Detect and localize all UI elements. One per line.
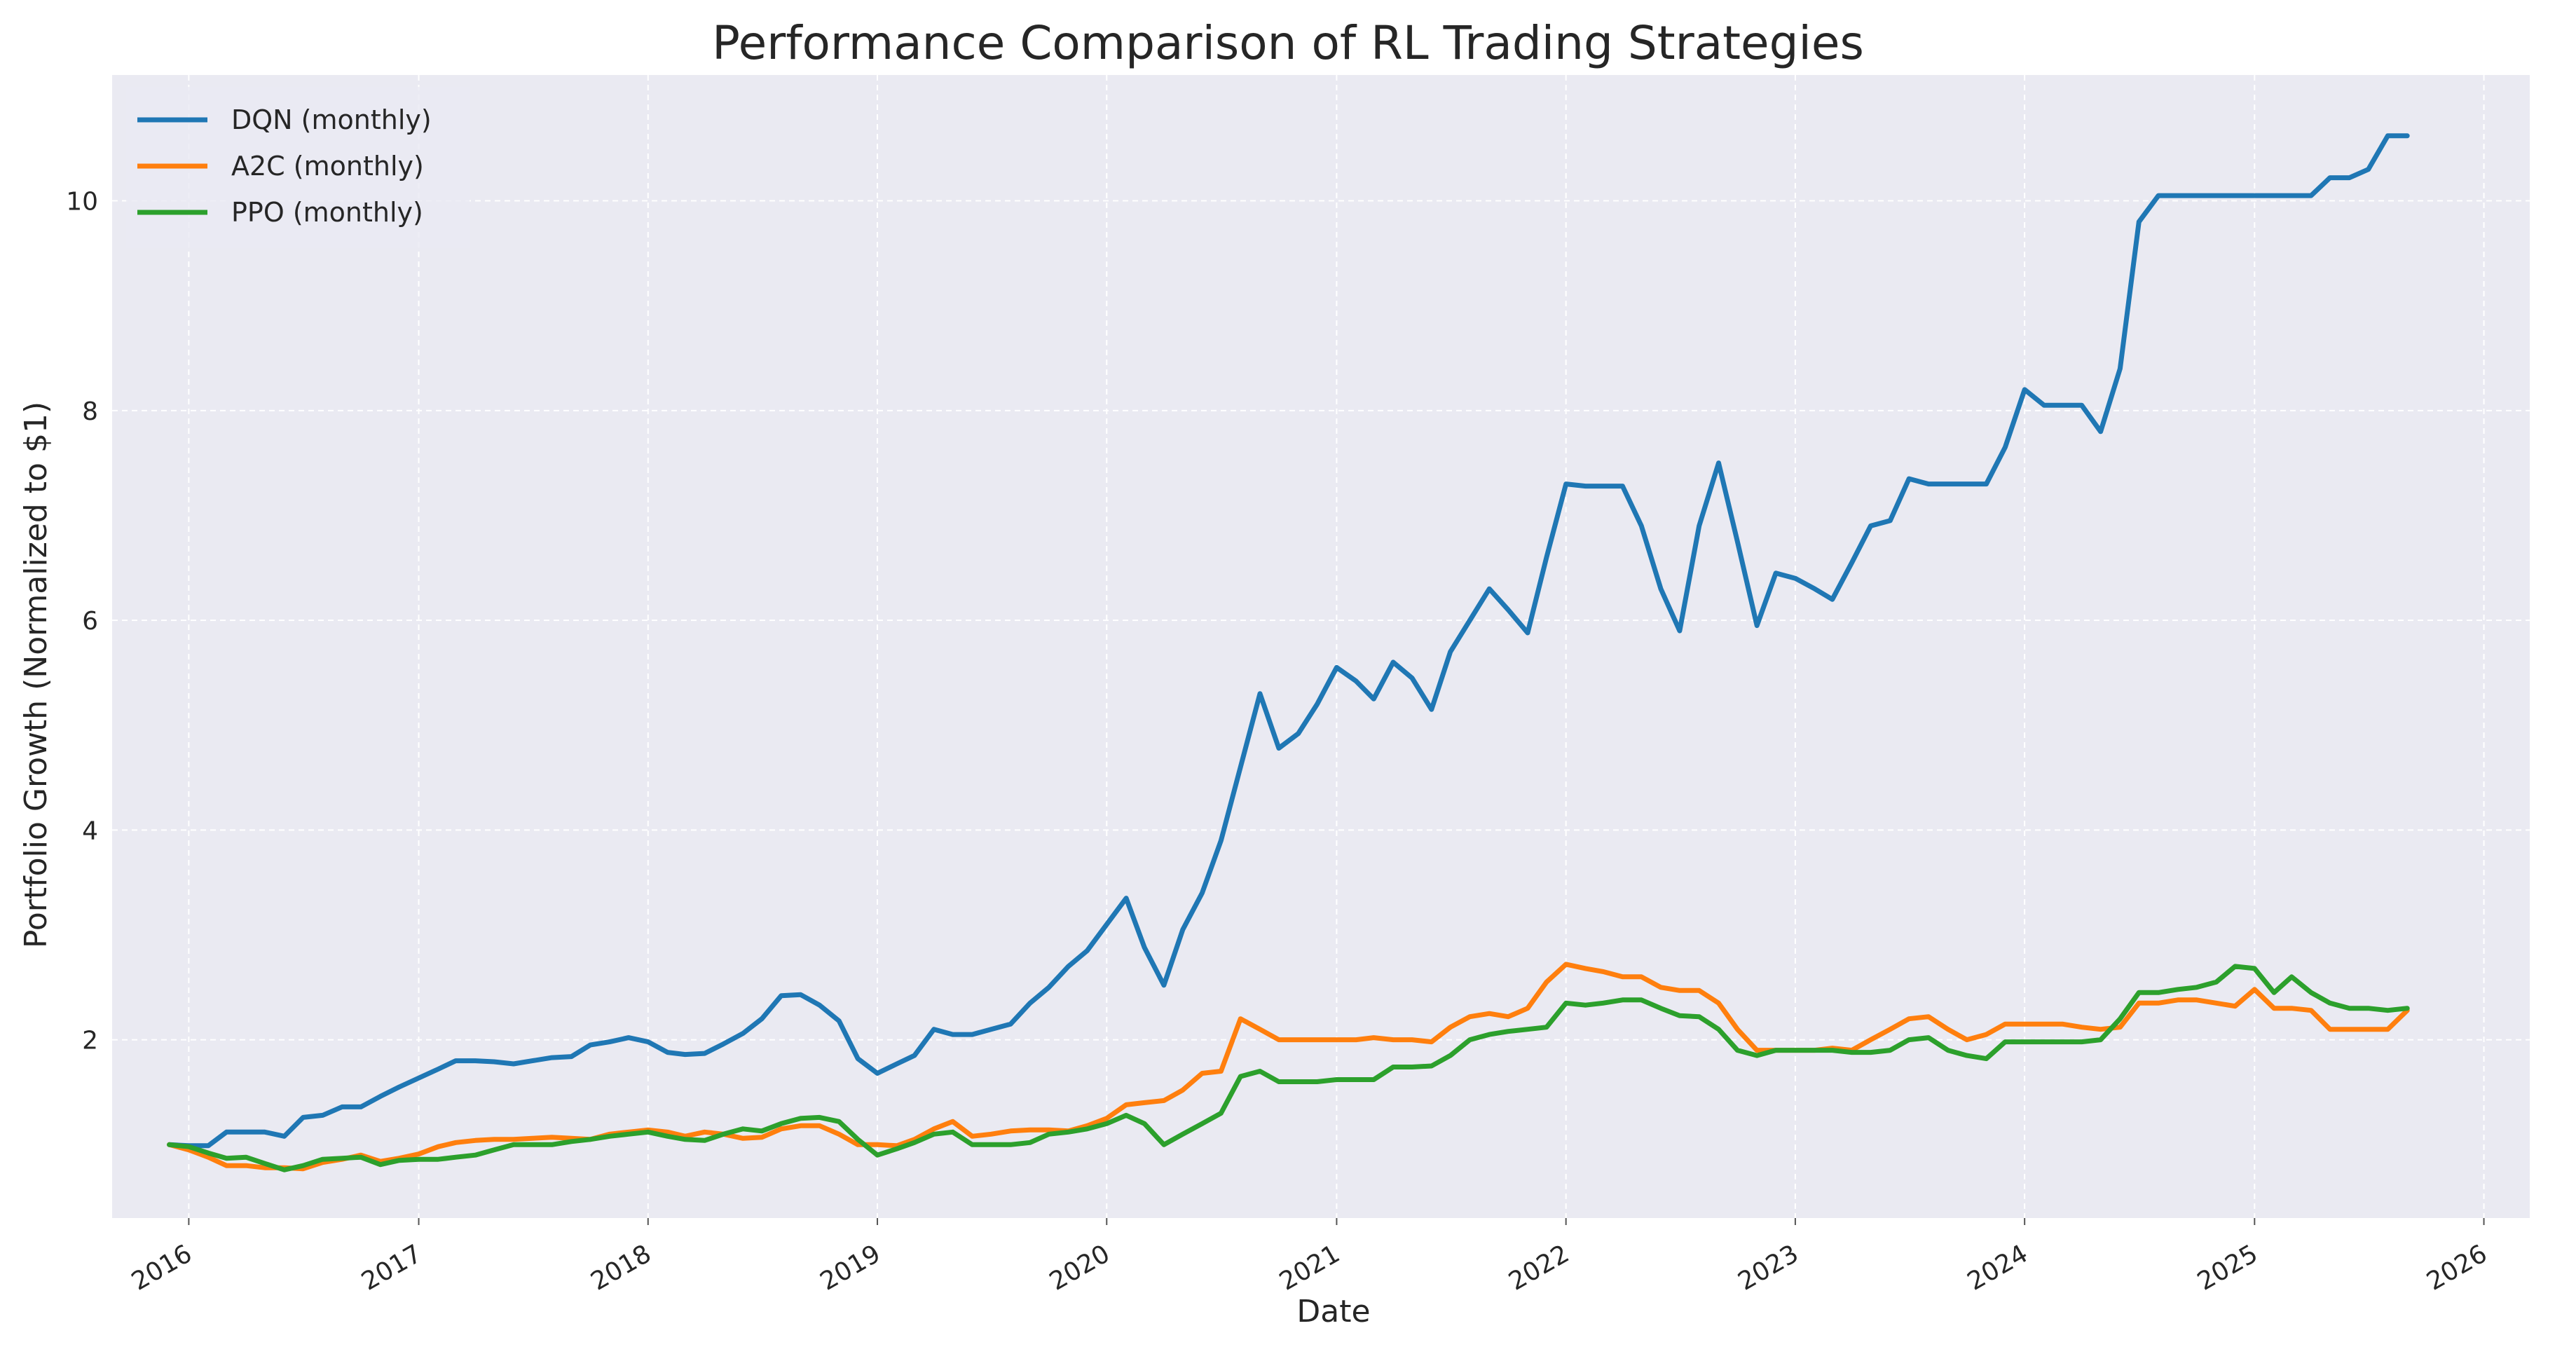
y-tick-label: 6 [82, 607, 98, 636]
y-axis-label: Portfolio Growth (Normalized to $1) [18, 402, 54, 948]
y-tick-label: 8 [82, 397, 98, 426]
y-tick-label: 10 [66, 188, 98, 217]
legend: DQN (monthly) A2C (monthly) PPO (monthly) [126, 87, 470, 248]
series-line-ppo [167, 964, 2410, 1172]
y-tick-label: 4 [82, 816, 98, 845]
series-lines [167, 133, 2410, 1172]
grid [112, 75, 2530, 1218]
chart-title: Performance Comparison of RL Trading Str… [712, 16, 1864, 70]
legend-label: DQN (monthly) [231, 104, 432, 135]
legend-label: PPO (monthly) [231, 197, 423, 228]
legend-label: A2C (monthly) [231, 151, 424, 182]
series-line-dqn [167, 133, 2410, 1149]
x-axis-label: Date [1296, 1294, 1370, 1329]
plot-background [112, 75, 2530, 1218]
series-line-a2c [167, 962, 2410, 1172]
y-axis-ticks: 2 4 6 8 10 [66, 188, 98, 1055]
y-tick-label: 2 [82, 1027, 98, 1055]
